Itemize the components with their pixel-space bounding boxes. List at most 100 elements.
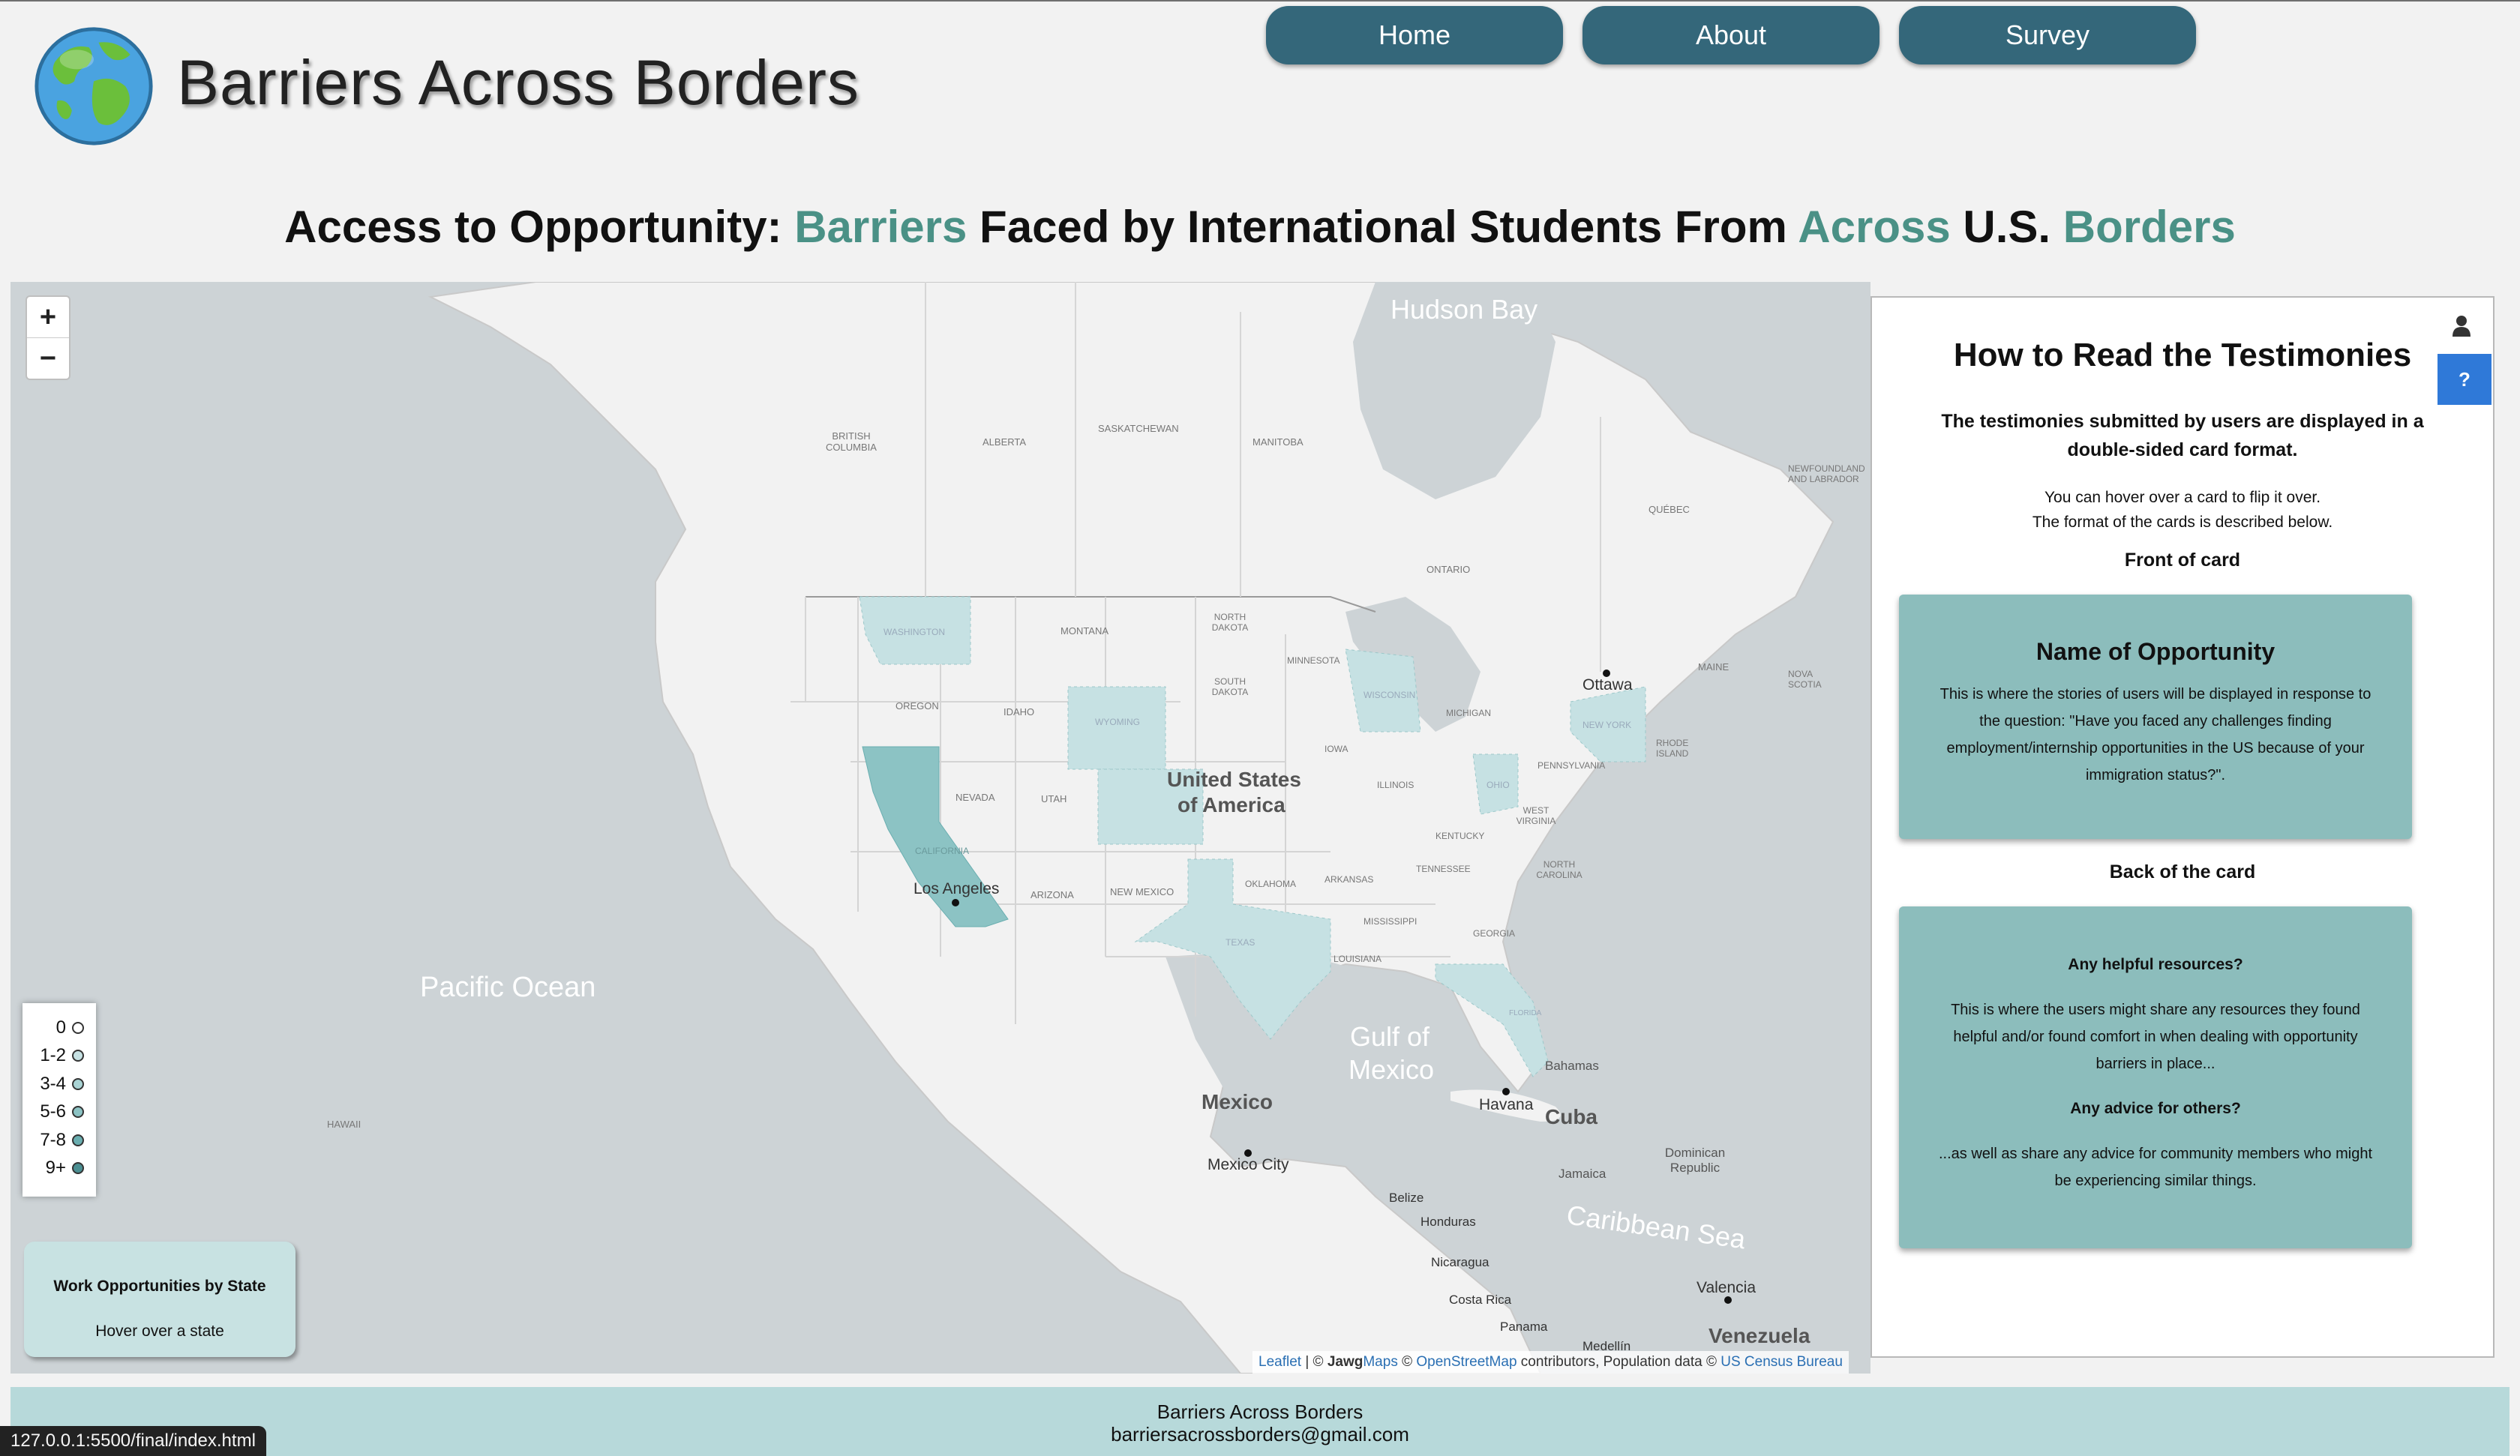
label-utah: UTAH bbox=[1041, 793, 1067, 804]
label-panama: Panama bbox=[1500, 1320, 1548, 1334]
jawg-rest: Maps bbox=[1363, 1354, 1398, 1370]
label-ohio: OHIO bbox=[1486, 780, 1510, 790]
jawg-link[interactable]: JawgMaps bbox=[1328, 1354, 1398, 1371]
map-basemap bbox=[428, 282, 1870, 1374]
label-gulf-1: Gulf of bbox=[1350, 1021, 1430, 1052]
user-icon[interactable] bbox=[2445, 309, 2478, 342]
label-maine: MAINE bbox=[1698, 661, 1730, 673]
choropleth-map[interactable]: + − Hudson Bay Pacific Ocean Gulf of Mex… bbox=[10, 282, 1870, 1374]
cuba-land bbox=[1450, 1089, 1561, 1122]
label-nicaragua: Nicaragua bbox=[1431, 1255, 1490, 1269]
back-card-question: Any advice for others? bbox=[2070, 1100, 2241, 1117]
label-hudson-bay: Hudson Bay bbox=[1390, 294, 1538, 325]
label-pacific-ocean: Pacific Ocean bbox=[420, 972, 596, 1003]
label-bc: BRITISH COLUMBIA bbox=[826, 430, 877, 453]
label-gulf-2: Mexico bbox=[1348, 1054, 1435, 1085]
label-cuba: Cuba bbox=[1545, 1105, 1598, 1128]
label-montana: MONTANA bbox=[1060, 625, 1109, 637]
footer-name: Barriers Across Borders bbox=[1156, 1401, 1364, 1423]
state-newyork-fill bbox=[1570, 686, 1646, 762]
main-nav: Home About Survey bbox=[1266, 6, 2196, 64]
user-icon-glyph bbox=[2452, 316, 2470, 337]
browser-status-url: 127.0.0.1:5500/final/index.html bbox=[0, 1426, 266, 1456]
label-kentucky: KENTUCKY bbox=[1436, 831, 1485, 841]
legend-row: 5-6 bbox=[22, 1098, 96, 1127]
back-card-answer: This is where the users might share any … bbox=[1951, 1002, 2360, 1072]
state-ohio-fill bbox=[1472, 753, 1519, 815]
page-footer: Barriers Across Borders barriersacrossbo… bbox=[10, 1387, 2510, 1456]
label-medellin: Medellín bbox=[1582, 1339, 1631, 1353]
label-florida: FLORIDA bbox=[1509, 1009, 1542, 1017]
legend-label: 9+ bbox=[45, 1158, 66, 1179]
label-tennessee: TENNESSEE bbox=[1416, 864, 1471, 874]
back-card-answer: ...as well as share any advice for commu… bbox=[1939, 1146, 2372, 1189]
label-washington: WASHINGTON bbox=[884, 627, 946, 637]
window-top-border bbox=[0, 0, 2520, 1]
info-box-subtitle: Hover over a state bbox=[95, 1323, 224, 1340]
caribbean-water bbox=[1436, 1122, 1870, 1332]
label-california: CALIFORNIA bbox=[915, 846, 970, 856]
headline-part: Faced by International Students From bbox=[967, 202, 1798, 252]
nav-survey-button[interactable]: Survey bbox=[1899, 6, 2196, 64]
label-north-dakota: NORTH DAKOTA bbox=[1211, 612, 1249, 633]
label-alberta: ALBERTA bbox=[982, 436, 1027, 448]
label-venezuela: Venezuela bbox=[1708, 1324, 1810, 1347]
label-iowa: IOWA bbox=[1324, 744, 1348, 754]
nav-home-button[interactable]: Home bbox=[1266, 6, 1563, 64]
label-mexico-city: Mexico City bbox=[1208, 1156, 1289, 1173]
label-oklahoma: OKLAHOMA bbox=[1245, 879, 1297, 889]
back-card-example: Any helpful resources? This is where the… bbox=[1899, 906, 2412, 1248]
legend-swatch bbox=[72, 1106, 84, 1119]
info-box-title: Work Opportunities by State bbox=[53, 1278, 266, 1295]
label-belize: Belize bbox=[1389, 1191, 1424, 1205]
nav-about-button[interactable]: About bbox=[1582, 6, 1880, 64]
legend-swatch bbox=[72, 1077, 84, 1090]
label-new-york: NEW YORK bbox=[1582, 720, 1632, 730]
legend-row: 3-4 bbox=[22, 1070, 96, 1098]
panel-intro: The testimonies submitted by users are d… bbox=[1941, 411, 2424, 460]
legend-swatch bbox=[72, 1021, 84, 1034]
legend-row: 0 bbox=[22, 1014, 96, 1042]
panel-note-line: The format of the cards is described bel… bbox=[2032, 514, 2333, 531]
city-dots bbox=[952, 670, 1732, 1304]
help-button[interactable]: ? bbox=[2438, 354, 2492, 405]
attribution-text: © bbox=[1397, 1354, 1417, 1370]
label-wyoming: WYOMING bbox=[1095, 717, 1140, 727]
back-card-label: Back of the card bbox=[2109, 861, 2256, 882]
label-louisiana: LOUISIANA bbox=[1334, 954, 1382, 964]
zoom-in-button[interactable]: + bbox=[39, 301, 57, 333]
census-link[interactable]: US Census Bureau bbox=[1720, 1354, 1843, 1370]
attribution-text: contributors, Population data © bbox=[1516, 1354, 1721, 1370]
site-title: Barriers Across Borders bbox=[177, 47, 860, 118]
map-legend: 0 1-2 3-4 5-6 7-8 9+ bbox=[22, 1003, 96, 1197]
osm-link[interactable]: OpenStreetMap bbox=[1416, 1354, 1517, 1370]
legend-swatch bbox=[72, 1134, 84, 1146]
label-georgia: GEORGIA bbox=[1473, 928, 1516, 939]
back-card-question: Any helpful resources? bbox=[2068, 956, 2243, 973]
state-info-box: Work Opportunities by State Hover over a… bbox=[24, 1242, 296, 1357]
leaflet-link[interactable]: Leaflet bbox=[1258, 1354, 1302, 1370]
attribution-text: | © bbox=[1301, 1354, 1328, 1370]
state-colorado-fill bbox=[1097, 768, 1204, 845]
label-newfoundland: NEWFOUNDLAND AND LABRADOR bbox=[1788, 463, 1865, 484]
label-arkansas: ARKANSAS bbox=[1324, 874, 1374, 885]
province-lines bbox=[805, 282, 1601, 702]
highlighted-states bbox=[859, 596, 1646, 1077]
label-dominican: Dominican Republic bbox=[1664, 1146, 1726, 1175]
label-hawaii: HAWAII bbox=[327, 1119, 362, 1130]
legend-row: 7-8 bbox=[22, 1126, 96, 1155]
label-nevada: NEVADA bbox=[956, 792, 995, 803]
label-usa-1: United States bbox=[1167, 768, 1301, 791]
state-texas-fill bbox=[1134, 858, 1331, 1040]
legend-row: 9+ bbox=[22, 1155, 96, 1183]
state-wyoming-fill bbox=[1067, 686, 1166, 770]
zoom-out-button[interactable]: − bbox=[27, 337, 69, 379]
state-california-fill bbox=[862, 746, 1009, 927]
label-ontario: ONTARIO bbox=[1426, 564, 1471, 575]
headline-accent-borders: Borders bbox=[2062, 202, 2236, 252]
front-card-title: Name of Opportunity bbox=[2036, 638, 2276, 665]
label-michigan: MICHIGAN bbox=[1446, 708, 1491, 718]
footer-email[interactable]: barriersacrossborders@gmail.com bbox=[1111, 1423, 1409, 1446]
headline-accent-barriers: Barriers bbox=[794, 202, 968, 252]
label-rhode-island: RHODE ISLAND bbox=[1656, 738, 1689, 759]
